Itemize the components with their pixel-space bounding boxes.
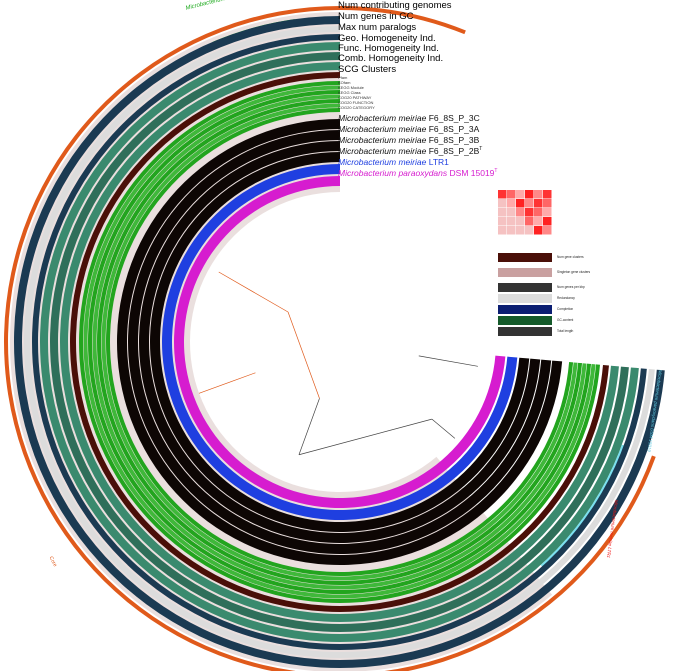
ring-genome-ltr1 xyxy=(162,164,518,520)
side-bar-completion xyxy=(498,305,552,314)
heatmap-cell xyxy=(516,208,525,217)
heatmap-cell xyxy=(543,190,552,199)
layer-label-comb-homogeneity: Comb. Homogeneity Ind. xyxy=(338,53,444,64)
layer-label-num-genes-in-gc: Num genes in GC xyxy=(338,11,414,22)
heatmap-cell xyxy=(543,208,552,217)
function-label-pfam: Pfam xyxy=(338,75,348,80)
side-legend-completion: Completion xyxy=(557,307,574,311)
dendrogram-branch-4 xyxy=(218,271,289,313)
heatmap-cell xyxy=(498,217,507,226)
heatmap-cell xyxy=(516,226,525,235)
layer-label-num-contributing-genomes: Num contributing genomes xyxy=(338,0,452,11)
heatmap-cell xyxy=(534,217,543,226)
genome-label-ltr1: Microbacterium meiriae LTR1 xyxy=(338,157,449,167)
side-legend-redundancy: Redundancy xyxy=(557,296,575,300)
dendrogram-branch-6 xyxy=(418,355,478,367)
dendrogram-branch-3 xyxy=(287,311,320,399)
side-bar-num-gene-clusters xyxy=(498,253,552,262)
side-bar-gc-content xyxy=(498,316,552,325)
ring-genome-meiriae-1 xyxy=(138,141,541,544)
heatmap-cell xyxy=(525,190,534,199)
heatmap-cell xyxy=(525,226,534,235)
heatmap-cell xyxy=(498,199,507,208)
heatmap-cell xyxy=(516,190,525,199)
layer-label-scg-clusters: SCG Clusters xyxy=(338,64,397,75)
ring-genome-meiriae-2 xyxy=(128,130,552,554)
side-legend-genes-per-kbp: Num genes per kbp xyxy=(557,285,585,289)
side-legend-gc-content: GC-content xyxy=(557,318,574,322)
function-label-kofam: KOfam xyxy=(338,80,351,85)
side-legend-singletons: Singleton gene clusters xyxy=(557,270,591,274)
genome-label-2b: Microbacterium meiriae F6_8S_P_2BT xyxy=(338,146,483,156)
genome-label-dsm15019: Microbacterium paraoxydans DSM 15019T xyxy=(338,168,498,178)
function-label-kegg-module: KEGG Module xyxy=(338,85,364,90)
dendrogram-branch-1 xyxy=(298,418,433,456)
ring-genome-dsm15019 xyxy=(173,176,506,509)
dendrogram-branch-5 xyxy=(198,372,256,394)
side-bar-singletons xyxy=(498,268,552,277)
heatmap-cell xyxy=(507,217,516,226)
heatmap-cell xyxy=(516,217,525,226)
side-bar-genes-per-kbp xyxy=(498,283,552,292)
side-legend-num-gene-clusters: Num gene clusters xyxy=(557,255,584,259)
heatmap-cell xyxy=(543,199,552,208)
heatmap-cell xyxy=(507,190,516,199)
heatmap-cell xyxy=(498,208,507,217)
heatmap-cell xyxy=(534,199,543,208)
ring-genome-meiriae-0 xyxy=(149,152,530,532)
heatmap-cell xyxy=(498,190,507,199)
heatmap-cell xyxy=(525,208,534,217)
genome-label-3b: Microbacterium meiriae F6_8S_P_3B xyxy=(338,135,480,145)
layer-label-func-homogeneity: Func. Homogeneity Ind. xyxy=(338,43,439,54)
side-bar-redundancy xyxy=(498,294,552,303)
heatmap-cell xyxy=(543,226,552,235)
heatmap-cell xyxy=(525,217,534,226)
heatmap-cell xyxy=(507,208,516,217)
heatmap-cell xyxy=(534,226,543,235)
heatmap-cell xyxy=(534,190,543,199)
layer-label-max-num-paralogs: Max num paralogs xyxy=(338,22,417,33)
heatmap-cell xyxy=(516,199,525,208)
layer-label-geo-homogeneity: Geo. Homogeneity Ind. xyxy=(338,33,436,44)
heatmap-cell xyxy=(507,199,516,208)
function-label-kegg-class: KEGG Class xyxy=(338,90,361,95)
side-bar-total-length xyxy=(498,327,552,336)
heatmap-cell xyxy=(498,226,507,235)
heatmap-cell xyxy=(534,208,543,217)
function-label-cog20-pathway: COG20 PATHWAY xyxy=(338,95,372,100)
side-legend-total-length: Total length xyxy=(557,329,574,333)
genome-label-3c: Microbacterium meiriae F6_8S_P_3C xyxy=(338,113,480,123)
heatmap-cell xyxy=(507,226,516,235)
function-label-cog20-category: COG20 CATEGORY xyxy=(338,105,375,110)
dendrogram-branch-0 xyxy=(431,418,456,439)
bin-arc-paraoxydans xyxy=(540,444,626,568)
heatmap-cell xyxy=(525,199,534,208)
heatmap-cell xyxy=(543,217,552,226)
function-label-cog20-function: COG20 FUNCTION xyxy=(338,100,374,105)
bin-arc-core-top xyxy=(340,6,466,35)
dendrogram-branch-2 xyxy=(298,398,320,455)
genome-label-3a: Microbacterium meiriae F6_8S_P_3A xyxy=(338,124,480,134)
